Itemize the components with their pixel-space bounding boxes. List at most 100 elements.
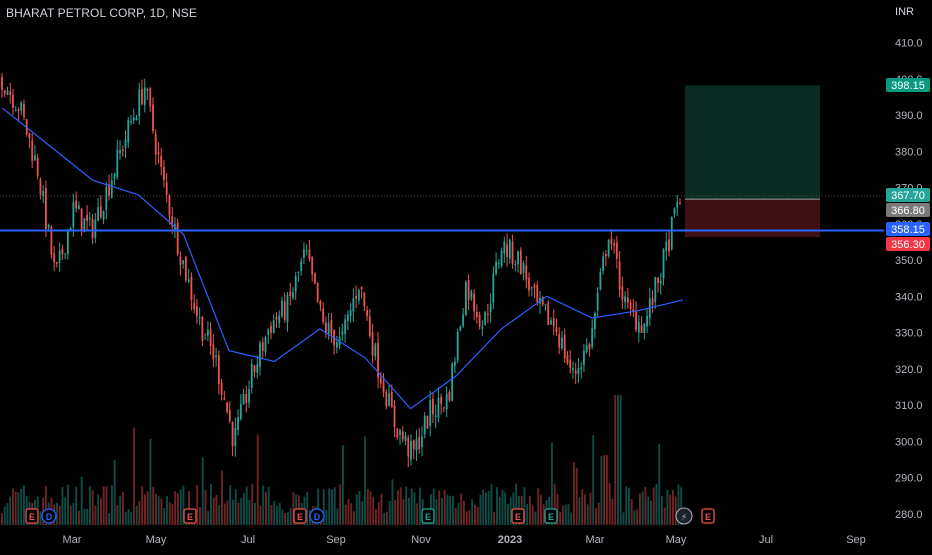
- volume-bar: [125, 512, 127, 525]
- candle-body: [303, 249, 305, 257]
- volume-bar: [328, 488, 330, 525]
- candle-body: [418, 437, 420, 449]
- candle-body: [495, 262, 497, 274]
- candle-body: [336, 342, 338, 347]
- volume-bar: [537, 488, 539, 525]
- candle-body: [449, 392, 451, 401]
- candle-body: [394, 406, 396, 428]
- volume-bar: [372, 497, 374, 525]
- candle-body: [440, 397, 442, 404]
- volume-bar: [581, 489, 583, 525]
- volume-bar: [579, 497, 581, 525]
- volume-bar: [364, 436, 366, 525]
- volume-bar: [235, 489, 237, 525]
- x-tick-label: Mar: [586, 534, 605, 546]
- volume-bar: [70, 505, 72, 525]
- volume-bar: [1, 513, 3, 525]
- volume-bar: [535, 512, 537, 525]
- volume-bar: [386, 512, 388, 525]
- candle-body: [676, 202, 678, 208]
- x-tick-label: Nov: [411, 534, 431, 546]
- candle-body: [558, 334, 560, 347]
- candle-body: [402, 431, 404, 439]
- candle-body: [42, 191, 44, 196]
- volume-bar: [180, 490, 182, 525]
- volume-bar: [210, 484, 212, 525]
- candle-body: [344, 320, 346, 334]
- volume-bar: [584, 494, 586, 525]
- event-marker: E: [26, 509, 38, 523]
- x-tick-label: Mar: [63, 534, 82, 546]
- volume-bar: [463, 501, 465, 525]
- candle-body: [262, 342, 264, 351]
- event-label: E: [425, 512, 431, 522]
- volume-bar: [403, 499, 405, 525]
- volume-bar: [414, 492, 416, 525]
- volume-bar: [485, 492, 487, 525]
- volume-bar: [95, 506, 97, 525]
- volume-bar: [92, 490, 94, 525]
- volume-bar: [559, 512, 561, 525]
- candle-body: [309, 250, 311, 260]
- candle-body: [564, 335, 566, 358]
- candle-body: [435, 415, 437, 417]
- candle-body: [583, 351, 585, 365]
- volume-bar: [103, 487, 105, 525]
- candle-body: [185, 257, 187, 280]
- volume-bar: [647, 497, 649, 525]
- volume-bar: [411, 489, 413, 525]
- candle-body: [528, 278, 530, 291]
- volume-bar: [672, 490, 674, 525]
- volume-bar: [658, 444, 660, 525]
- candle-body: [391, 392, 393, 407]
- target-price-label: 398.15: [886, 78, 930, 92]
- candle-body: [215, 355, 217, 357]
- volume-bar: [598, 503, 600, 525]
- event-marker: E: [512, 509, 524, 523]
- event-marker: D: [42, 509, 56, 523]
- candle-body: [229, 410, 231, 421]
- volume-bar: [205, 490, 207, 525]
- volume-bar: [276, 506, 278, 525]
- volume-bar: [400, 487, 402, 525]
- volume-bar: [100, 498, 102, 525]
- volume-bar: [623, 512, 625, 525]
- candle-body: [34, 155, 36, 160]
- candle-body: [251, 364, 253, 388]
- candle-body: [427, 416, 429, 428]
- candle-body: [226, 402, 228, 411]
- y-tick-label: 280.0: [895, 509, 923, 521]
- candle-body: [306, 251, 308, 252]
- candle-body: [100, 206, 102, 217]
- candle-body: [520, 250, 522, 274]
- volume-bar: [133, 428, 135, 525]
- volume-bar: [452, 496, 454, 525]
- candle-body: [295, 276, 297, 292]
- volume-bar: [89, 486, 91, 525]
- candle-body: [45, 188, 47, 229]
- candle-body: [388, 393, 390, 406]
- volume-bar: [163, 508, 165, 525]
- candle-body: [141, 89, 143, 104]
- candle-body: [429, 400, 431, 426]
- candle-body: [652, 298, 654, 305]
- volume-bar: [471, 499, 473, 525]
- candle-body: [660, 281, 662, 284]
- candle-body: [267, 329, 269, 335]
- candle-body: [654, 277, 656, 302]
- volume-bar: [229, 485, 231, 525]
- volume-bar: [562, 506, 564, 525]
- candle-body: [492, 274, 494, 303]
- candle-body: [94, 220, 96, 238]
- candle-body: [613, 243, 615, 245]
- y-tick-label: 340.0: [895, 291, 923, 303]
- x-tick-label: 2023: [498, 534, 522, 546]
- candle-body: [671, 217, 673, 249]
- volume-bar: [62, 487, 64, 525]
- candle-body: [679, 203, 681, 204]
- y-tick-label: 310.0: [895, 400, 923, 412]
- candle-body: [457, 332, 459, 361]
- candle-body: [136, 118, 138, 121]
